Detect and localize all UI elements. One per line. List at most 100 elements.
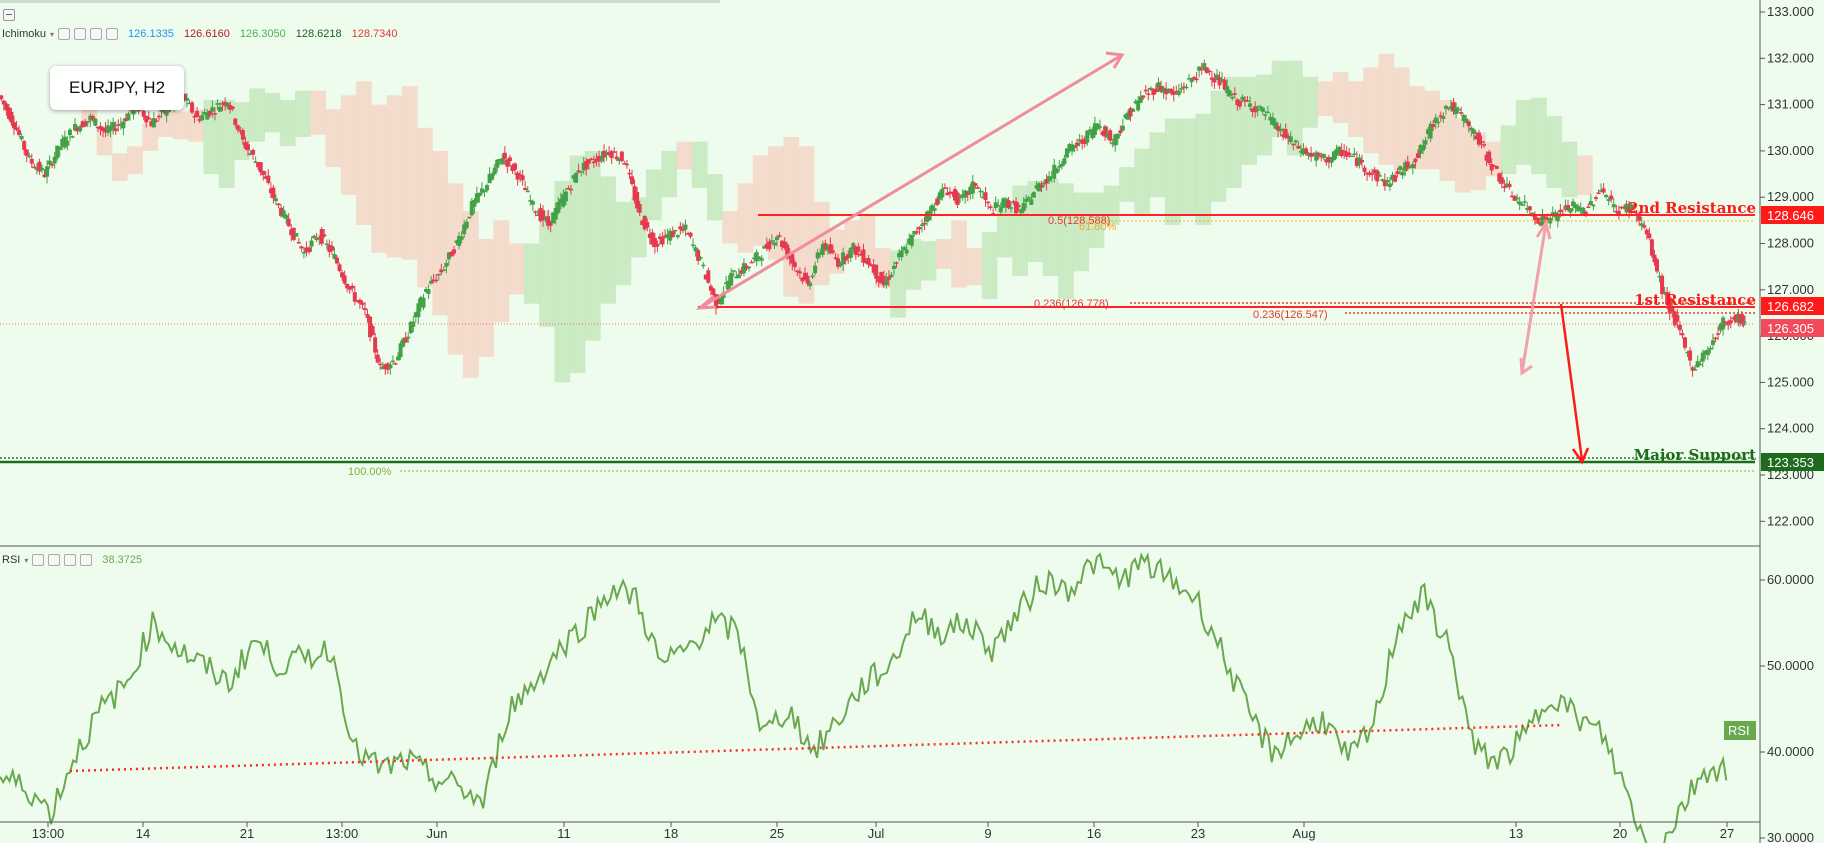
candle-body bbox=[978, 190, 983, 193]
cloud-segment bbox=[1164, 118, 1181, 225]
candle-body bbox=[1395, 171, 1400, 174]
candle-body bbox=[741, 263, 746, 274]
candle-body bbox=[1382, 180, 1387, 187]
candle-body bbox=[1637, 213, 1642, 222]
candle-body bbox=[566, 188, 571, 190]
candle-body bbox=[1103, 126, 1108, 137]
cloud-segment bbox=[523, 243, 540, 304]
candle-body bbox=[1255, 108, 1260, 111]
candle-body bbox=[1337, 146, 1342, 153]
eye-icon[interactable] bbox=[32, 554, 45, 566]
candle-body bbox=[370, 325, 375, 336]
candle-body bbox=[416, 303, 421, 318]
candle-body bbox=[711, 288, 716, 295]
candle-body bbox=[187, 102, 192, 105]
fib-0236a-label: 0.236(126.778) bbox=[1034, 298, 1109, 310]
candle-body bbox=[561, 194, 566, 207]
candle-body bbox=[935, 198, 940, 205]
candle-body bbox=[1629, 204, 1634, 209]
candle-body bbox=[1268, 116, 1273, 121]
candle-body bbox=[319, 229, 324, 244]
candle-body bbox=[1118, 130, 1123, 134]
candle-body bbox=[258, 162, 263, 173]
candle-body bbox=[1545, 218, 1550, 221]
candle-body bbox=[1652, 254, 1657, 263]
candle-body bbox=[1347, 152, 1352, 155]
collapse-icon[interactable] bbox=[3, 9, 15, 21]
candle-body bbox=[1639, 223, 1644, 226]
candle-body bbox=[1649, 239, 1654, 256]
candle-body bbox=[853, 246, 858, 255]
ichimoku-name[interactable]: Ichimoku bbox=[2, 28, 47, 40]
candle-body bbox=[530, 201, 535, 205]
candle-body bbox=[1362, 167, 1367, 172]
candle-body bbox=[586, 159, 591, 164]
candle-body bbox=[591, 161, 596, 164]
close-icon[interactable] bbox=[106, 28, 119, 40]
cloud-segment bbox=[386, 95, 403, 258]
candle-body bbox=[630, 176, 635, 185]
candle-body bbox=[777, 235, 782, 237]
candle-body bbox=[446, 252, 451, 260]
candle-body bbox=[1070, 144, 1075, 152]
cloud-segment bbox=[1515, 99, 1532, 165]
ichimoku-legend: Ichimoku ▾ 126.1335 126.6160 126.3050 12… bbox=[2, 26, 398, 42]
candle-body bbox=[439, 269, 444, 273]
candle-body bbox=[324, 243, 329, 245]
source-icon[interactable] bbox=[90, 28, 103, 40]
symbol-label[interactable]: EURJPY, H2 bbox=[50, 66, 184, 110]
candle-body bbox=[1387, 183, 1392, 187]
dropdown-icon[interactable]: ▾ bbox=[24, 555, 29, 565]
candle-body bbox=[1359, 159, 1364, 163]
candle-body bbox=[1141, 95, 1146, 98]
candle-body bbox=[1632, 206, 1637, 209]
eye-icon[interactable] bbox=[58, 28, 71, 40]
candle-body bbox=[1502, 186, 1507, 189]
candle-body bbox=[1555, 213, 1560, 222]
time-tick-label: 23 bbox=[1191, 826, 1205, 841]
candle-body bbox=[1705, 349, 1710, 356]
candle-body bbox=[556, 202, 561, 213]
candle-body bbox=[772, 242, 777, 246]
candle-body bbox=[164, 106, 169, 116]
candle-body bbox=[891, 265, 896, 269]
price-tick-label: 131.000 bbox=[1767, 97, 1814, 112]
candle-body bbox=[543, 217, 548, 220]
cloud-segment bbox=[646, 169, 662, 221]
candle-body bbox=[1225, 85, 1230, 94]
candle-body bbox=[632, 186, 637, 201]
settings-icon[interactable] bbox=[48, 554, 61, 566]
candle-body bbox=[851, 243, 856, 250]
candle-body bbox=[469, 201, 474, 216]
candle-body bbox=[548, 220, 553, 226]
candle-body bbox=[1682, 337, 1687, 348]
candle-body bbox=[1479, 141, 1484, 143]
candle-body bbox=[1698, 363, 1703, 366]
cloud-segment bbox=[813, 201, 830, 286]
close-icon[interactable] bbox=[80, 554, 93, 566]
candle-body bbox=[1527, 206, 1532, 211]
source-icon[interactable] bbox=[64, 554, 77, 566]
candle-body bbox=[1703, 350, 1708, 355]
candle-body bbox=[1265, 111, 1270, 114]
price-tick-label: 130.000 bbox=[1767, 143, 1814, 158]
dropdown-icon[interactable]: ▾ bbox=[50, 29, 55, 39]
candle-body bbox=[1525, 207, 1530, 211]
settings-icon[interactable] bbox=[74, 28, 87, 40]
candle-body bbox=[596, 155, 601, 162]
candle-body bbox=[388, 364, 393, 369]
cloud-segment bbox=[905, 238, 922, 290]
candle-body bbox=[1153, 88, 1158, 93]
rsi-name[interactable]: RSI bbox=[2, 554, 21, 566]
candle-body bbox=[795, 270, 800, 273]
candle-body bbox=[390, 360, 395, 363]
candle-body bbox=[327, 245, 332, 253]
price-tick-label: 122.000 bbox=[1767, 513, 1814, 528]
candle-body bbox=[1576, 206, 1581, 212]
candle-body bbox=[156, 115, 161, 118]
candle-body bbox=[294, 233, 299, 237]
candle-body bbox=[1049, 176, 1054, 179]
candle-body bbox=[614, 156, 619, 160]
candle-body bbox=[240, 130, 245, 140]
